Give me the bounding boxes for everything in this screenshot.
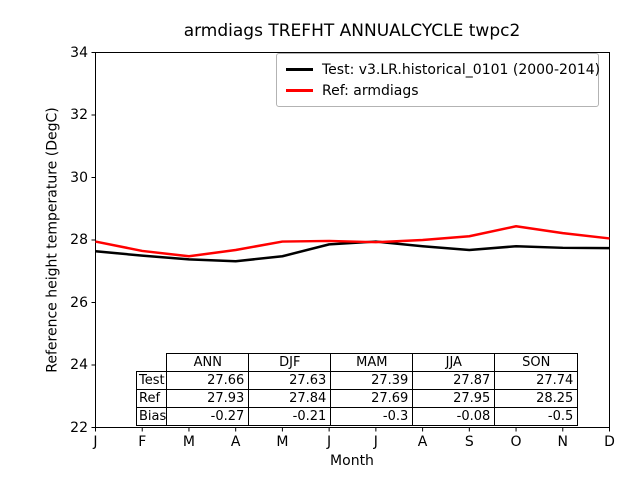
table-value-cell: 27.69 xyxy=(330,389,414,408)
series-line-ref xyxy=(95,225,610,258)
table-column-header: MAM xyxy=(330,353,414,372)
y-tick-label: 34 xyxy=(70,44,88,61)
table-column-header: JJA xyxy=(412,353,496,372)
table-corner-cell xyxy=(137,354,167,372)
table-value-cell: 27.87 xyxy=(412,371,496,390)
x-tick-label-month: J xyxy=(93,434,98,450)
chart-title: armdiags TREFHT ANNUALCYCLE twpc2 xyxy=(183,21,521,41)
table-value-cell: 27.93 xyxy=(166,389,250,408)
table-value-cell: 27.66 xyxy=(166,371,250,390)
x-tick-label-month: M xyxy=(182,434,195,450)
table-value-cell: -0.08 xyxy=(412,407,496,426)
legend-label: Test: v3.LR.historical_0101 (2000-2014) xyxy=(322,61,601,78)
x-tick-label-month: O xyxy=(510,434,522,450)
table-value-cell: 27.95 xyxy=(412,389,496,408)
table-value-cell: 27.63 xyxy=(248,371,332,390)
x-tick-label-month: F xyxy=(138,434,147,450)
x-tick-label-month: A xyxy=(230,434,241,450)
y-tick-label: 26 xyxy=(70,294,88,311)
table-row-label: Bias xyxy=(135,407,168,426)
legend-line-swatch xyxy=(286,68,313,71)
legend-item: Test: v3.LR.historical_0101 (2000-2014) xyxy=(286,59,600,80)
x-tick-label-month: A xyxy=(417,434,428,450)
table-row-label: Test xyxy=(135,371,168,390)
table-column-header: DJF xyxy=(248,353,332,372)
table-column-header: SON xyxy=(494,353,579,372)
table-value-cell: -0.5 xyxy=(494,407,579,426)
legend-label: Ref: armdiags xyxy=(322,82,419,99)
table-row-bias: Bias -0.27 -0.21 -0.3 -0.08 -0.5 xyxy=(135,407,579,426)
x-tick-label-month: S xyxy=(464,434,474,450)
y-tick-label: 28 xyxy=(70,232,88,248)
table-value-cell: -0.3 xyxy=(330,407,414,426)
table-header-row: ANN DJF MAM JJA SON xyxy=(137,353,579,372)
table-row-label: Ref xyxy=(135,389,168,408)
y-tick-label: 30 xyxy=(70,169,88,186)
y-tick-label: 24 xyxy=(70,357,88,373)
x-tick-label-month: D xyxy=(604,434,615,450)
table-value-cell: 27.74 xyxy=(494,371,579,390)
table-value-cell: 28.25 xyxy=(494,389,579,408)
legend: Test: v3.LR.historical_0101 (2000-2014) R… xyxy=(276,53,600,107)
y-tick-label: 22 xyxy=(70,419,88,436)
x-tick-label-month: J xyxy=(373,434,378,450)
x-axis-label: Month xyxy=(330,453,374,469)
x-tick-label-month: J xyxy=(327,434,332,450)
seasonal-stats-table: ANN DJF MAM JJA SON Test 27.66 27.63 27.39 27.87 2… xyxy=(135,353,579,426)
legend-line-swatch xyxy=(286,89,313,92)
table-value-cell: 27.39 xyxy=(330,371,414,390)
table-value-cell: -0.21 xyxy=(248,407,332,426)
table-column-header: ANN xyxy=(166,353,250,372)
table-value-cell: -0.27 xyxy=(166,407,250,426)
table-row-ref: Ref 27.93 27.84 27.69 27.95 28.25 xyxy=(135,389,579,408)
x-tick-label-month: N xyxy=(557,434,568,450)
series-line-test xyxy=(95,240,610,263)
y-tick-label: 32 xyxy=(70,107,88,123)
x-tick-label-month: M xyxy=(276,434,289,450)
table-value-cell: 27.84 xyxy=(248,389,332,408)
legend-item: Ref: armdiags xyxy=(286,80,592,101)
table-row-test: Test 27.66 27.63 27.39 27.87 27.74 xyxy=(135,371,579,390)
